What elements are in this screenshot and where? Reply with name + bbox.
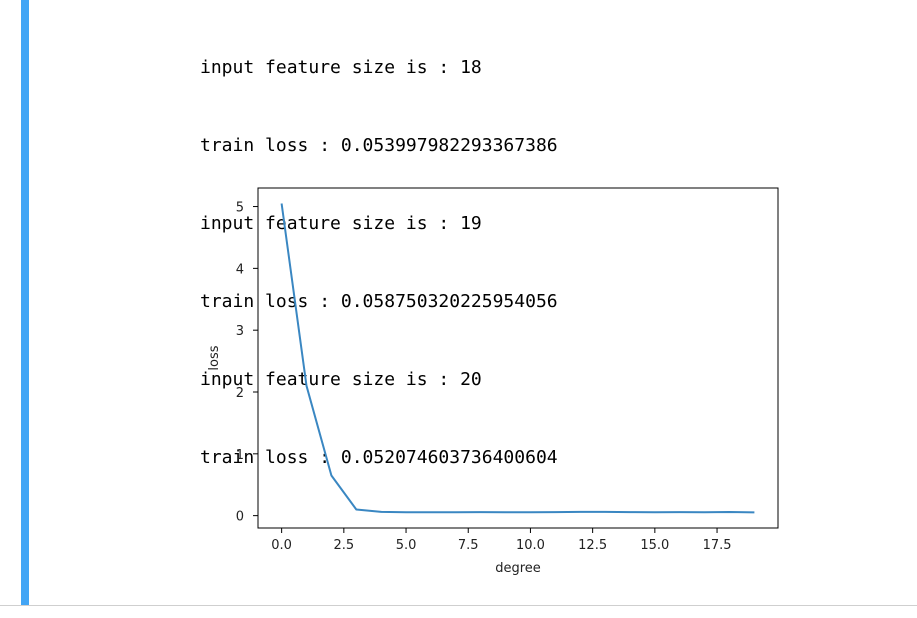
x-tick-label: 7.5 bbox=[458, 538, 479, 553]
stdout-output: input feature size is : 18 train loss : … bbox=[200, 3, 558, 523]
x-axis-label: degree bbox=[495, 561, 541, 576]
output-line: train loss : 0.058750320225954056 bbox=[200, 291, 558, 312]
x-tick-label: 5.0 bbox=[396, 538, 417, 553]
output-line: input feature size is : 20 bbox=[200, 369, 482, 390]
x-tick-label: 15.0 bbox=[640, 538, 669, 553]
x-tick-label: 2.5 bbox=[333, 538, 354, 553]
cell-selection-bar[interactable] bbox=[21, 0, 29, 605]
loss-series-line bbox=[280, 203, 755, 514]
y-tick-label: 3 bbox=[236, 324, 244, 339]
y-tick-label: 5 bbox=[236, 201, 244, 216]
x-tick-label: 10.0 bbox=[516, 538, 545, 553]
plot-frame bbox=[257, 187, 779, 529]
output-line: train loss : 0.052074603736400604 bbox=[200, 447, 558, 468]
output-line: train loss : 0.053997982293367386 bbox=[200, 135, 558, 156]
output-line: input feature size is : 18 bbox=[200, 57, 482, 78]
y-tick-label: 4 bbox=[236, 262, 244, 277]
x-tick-label: 12.5 bbox=[578, 538, 607, 553]
loss-chart: 0.0 2.5 5.0 7.5 10.0 12.5 15.0 17.5 0 1 2 3 4 5 degre… bbox=[207, 187, 779, 576]
x-tick-label: 17.5 bbox=[703, 538, 732, 553]
x-tick-label: 0.0 bbox=[271, 538, 292, 553]
y-tick-label: 2 bbox=[236, 386, 244, 401]
y-tick-label: 0 bbox=[236, 510, 244, 525]
y-axis-label: loss bbox=[207, 345, 222, 370]
y-tick-label: 1 bbox=[236, 448, 244, 463]
